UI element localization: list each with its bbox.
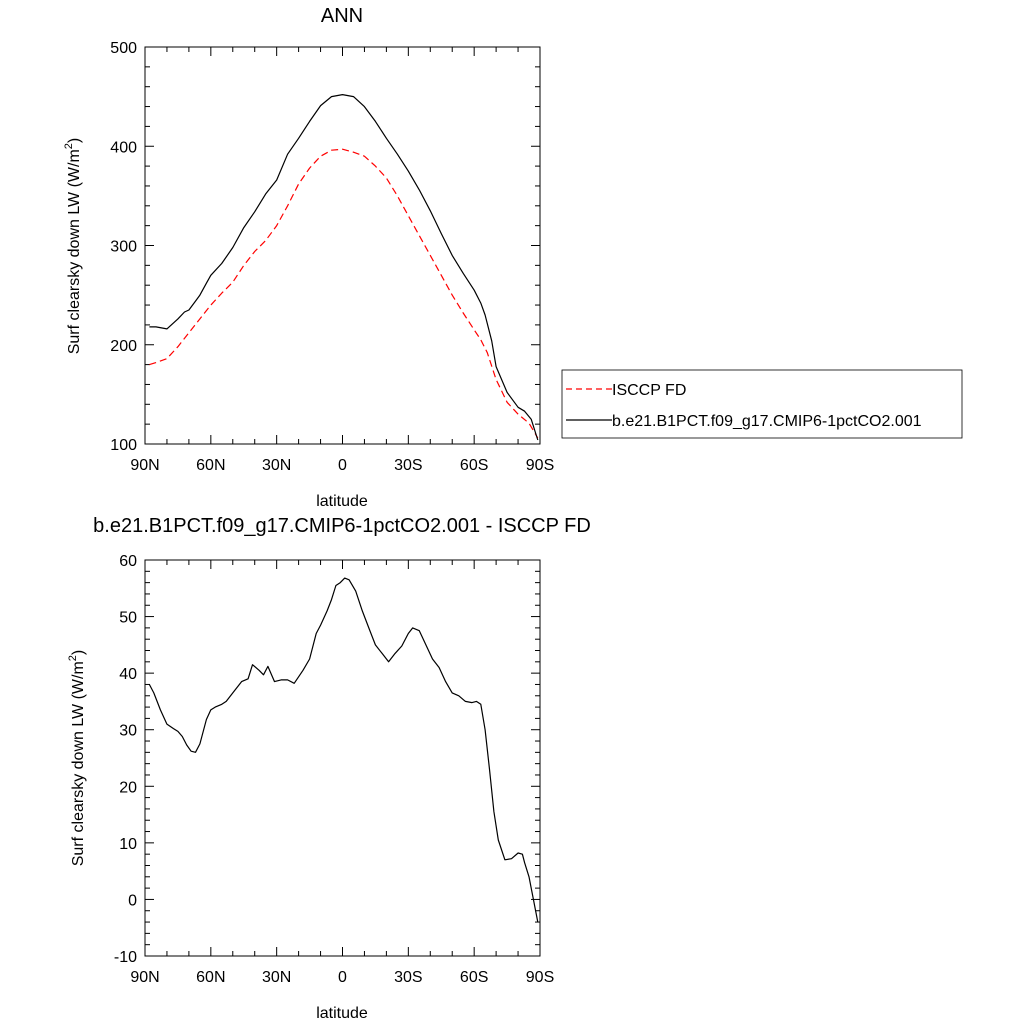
top-x-tick-label: 30S xyxy=(394,457,422,474)
bottom-y-tick-label: 30 xyxy=(119,723,137,740)
top-x-tick-label: 90N xyxy=(130,457,159,474)
top-y-axis-label: Surf clearsky down LW (W/m2) xyxy=(63,138,83,355)
bottom-panel: b.e21.B1PCT.f09_g17.CMIP6-1pctCO2.001 - … xyxy=(67,515,591,1022)
top-y-axis-label-tail: ) xyxy=(66,138,83,143)
top-y-tick-label: 500 xyxy=(110,40,137,57)
top-y-tick-label: 400 xyxy=(110,139,137,156)
top-x-tick-label: 30N xyxy=(262,457,291,474)
top-y-tick-label: 100 xyxy=(110,437,137,454)
top-y-tick-label: 300 xyxy=(110,239,137,256)
top-plot-frame xyxy=(144,46,541,445)
bottom-series-group xyxy=(148,577,539,923)
top-panel: ANN 90N 60N 30N 0 30S 60S 90S 100 200 300 400 500 l… xyxy=(63,5,963,510)
top-x-tick-label: 60N xyxy=(196,457,225,474)
top-tick-group: 90N 60N 30N 0 30S 60S 90S 100 200 300 400 500 xyxy=(110,40,554,474)
bottom-x-tick-label: 90N xyxy=(130,969,159,986)
bottom-y-tick-label: 40 xyxy=(119,666,137,683)
bottom-y-tick-label: 10 xyxy=(119,836,137,853)
bottom-plot-frame xyxy=(144,559,541,957)
bottom-y-axis-label: Surf clearsky down LW (W/m2) xyxy=(67,650,87,867)
top-y-axis-label-main: Surf clearsky down LW (W/m xyxy=(66,149,83,354)
legend: ISCCP FD b.e21.B1PCT.f09_g17.CMIP6-1pctC… xyxy=(561,369,963,439)
top-series-group xyxy=(149,93,539,441)
bottom-y-tick-label: 50 xyxy=(119,610,137,627)
legend-label-isccp: ISCCP FD xyxy=(612,382,686,399)
bottom-y-tick-label: 0 xyxy=(128,892,137,909)
top-x-axis-label: latitude xyxy=(316,493,368,510)
top-x-tick-label: 0 xyxy=(338,457,347,474)
bottom-y-tick-label: 20 xyxy=(119,779,137,796)
top-y-axis-label-sup: 2 xyxy=(63,143,75,149)
bottom-y-tick-label: -10 xyxy=(114,949,137,966)
top-x-tick-label: 60S xyxy=(460,457,488,474)
legend-label-model: b.e21.B1PCT.f09_g17.CMIP6-1pctCO2.001 xyxy=(612,413,922,430)
bottom-y-axis-label-sup: 2 xyxy=(67,655,79,661)
bottom-x-tick-label: 30N xyxy=(262,969,291,986)
bottom-x-tick-label: 60N xyxy=(196,969,225,986)
top-series-line-1 xyxy=(149,93,539,441)
bottom-y-axis-label-main: Surf clearsky down LW (W/m xyxy=(70,661,87,866)
bottom-x-tick-label: 90S xyxy=(526,969,554,986)
top-y-tick-label: 200 xyxy=(110,338,137,355)
bottom-x-tick-label: 0 xyxy=(338,969,347,986)
bottom-y-tick-label: 60 xyxy=(119,553,137,570)
bottom-x-axis-label: latitude xyxy=(316,1005,368,1022)
bottom-x-tick-label: 30S xyxy=(394,969,422,986)
top-x-tick-label: 90S xyxy=(526,457,554,474)
legend-box xyxy=(561,369,963,439)
bottom-y-axis-label-tail: ) xyxy=(70,650,87,655)
bottom-series-line-0 xyxy=(148,577,539,923)
bottom-x-tick-label: 60S xyxy=(460,969,488,986)
top-series-line-0 xyxy=(149,148,539,439)
bottom-chart-title: b.e21.B1PCT.f09_g17.CMIP6-1pctCO2.001 - … xyxy=(93,515,591,537)
top-chart-title: ANN xyxy=(321,5,363,27)
bottom-tick-group: 90N 60N 30N 0 30S 60S 90S -10 0 10 20 30 40 50 60 xyxy=(114,553,554,986)
